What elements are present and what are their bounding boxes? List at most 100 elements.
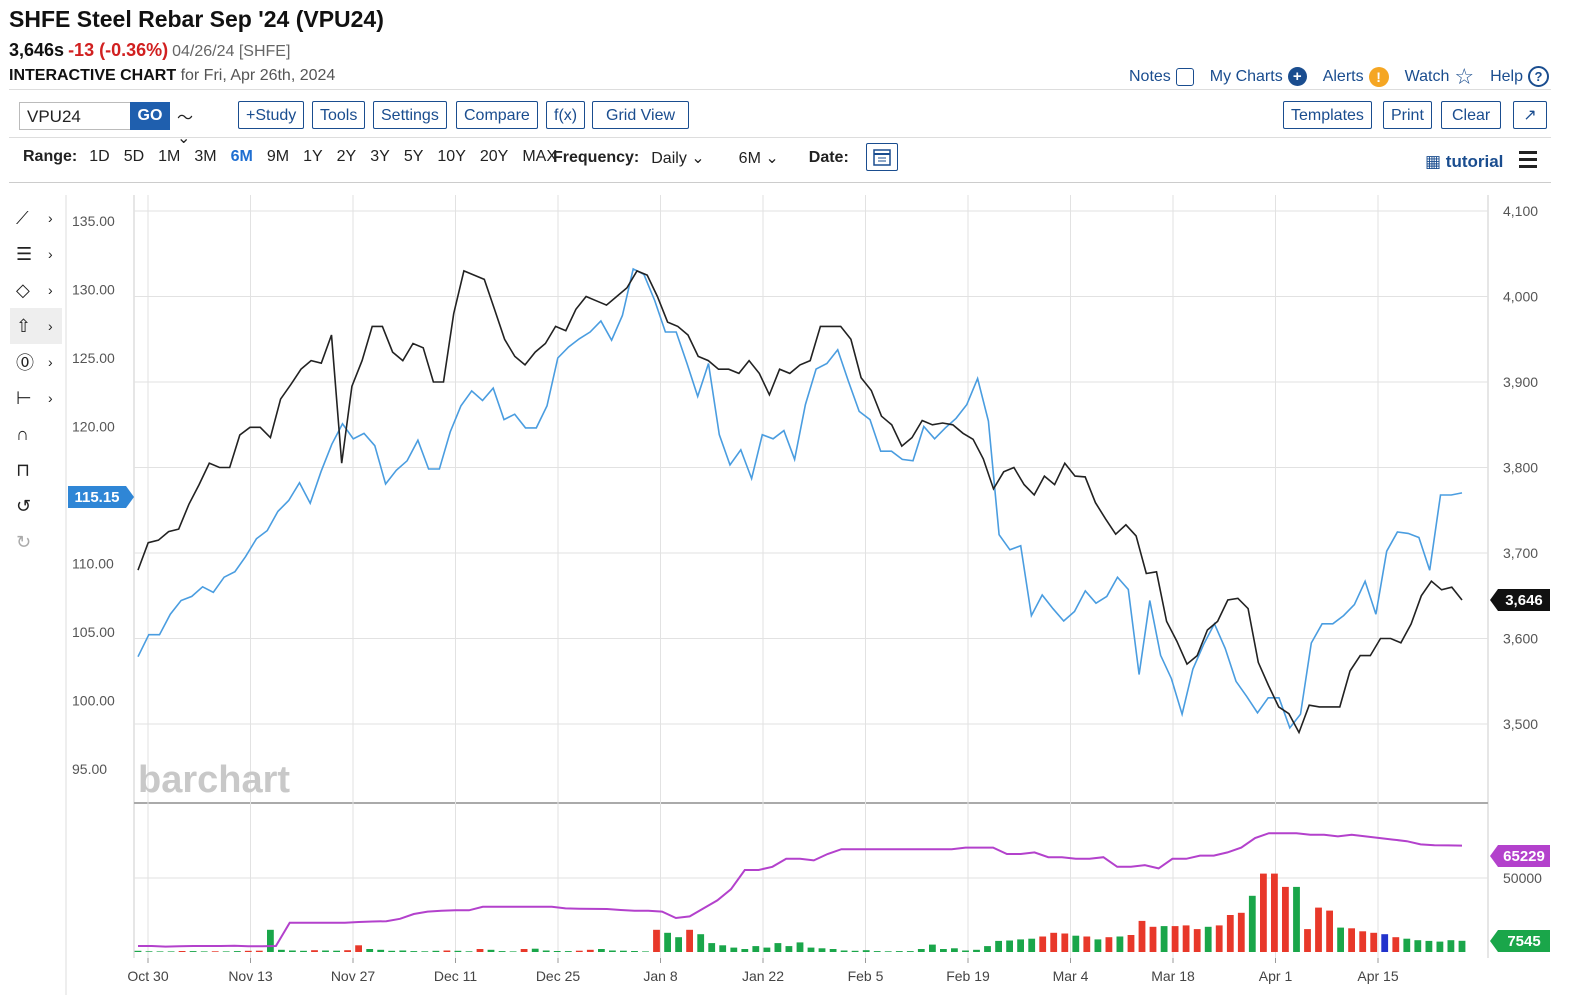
chart-for-date: for Fri, Apr 26th, 2024 (180, 67, 336, 84)
volume-bar (984, 946, 991, 952)
volume-bar (1447, 940, 1455, 952)
watch-link[interactable]: Watch ☆ (1405, 65, 1474, 87)
volume-bar (862, 950, 870, 952)
volume-bar (1348, 928, 1355, 952)
volume-bar (818, 948, 826, 952)
volume-bar (1138, 920, 1146, 952)
divider (9, 182, 1551, 183)
x-tick-label: Feb 19 (946, 968, 990, 984)
volume-bar (752, 946, 760, 952)
period-value: 6M (738, 150, 761, 167)
range-option-active[interactable]: 6M (230, 148, 253, 165)
compare-series-line (137, 267, 1463, 730)
settings-button[interactable]: Settings (373, 101, 447, 129)
volume-bar (708, 943, 716, 952)
date-label: Date: (808, 149, 849, 166)
volume-bar (895, 951, 903, 952)
tools-button[interactable]: Tools (312, 101, 366, 129)
volume-bar (807, 947, 815, 952)
range-option[interactable]: 10Y (437, 148, 466, 165)
lock-tool[interactable]: ⊓ (10, 452, 62, 488)
volume-bar (1414, 940, 1422, 952)
undo-tool[interactable]: ↺ (10, 488, 62, 524)
volume-bar (388, 950, 396, 952)
alerts-link[interactable]: Alerts! (1322, 66, 1389, 87)
print-button[interactable]: Print (1383, 101, 1432, 129)
shapes-tool[interactable]: ◇ › (10, 272, 62, 308)
volume-bar (719, 945, 727, 952)
range-option[interactable]: 1D (89, 148, 110, 165)
x-tick-label: Mar 18 (1151, 968, 1195, 984)
volume-bar (211, 951, 219, 952)
grid-view-button[interactable]: Grid View (592, 101, 690, 129)
measure-tool[interactable]: ⊢ › (10, 380, 62, 416)
volume-bar (1458, 940, 1466, 952)
x-tick-label: Apr 15 (1357, 968, 1398, 984)
my-charts-label: My Charts (1209, 67, 1283, 85)
redo-tool[interactable]: ↻ (10, 524, 62, 560)
range-option[interactable]: 2Y (336, 148, 357, 165)
volume-bar (620, 950, 627, 952)
volume-bar (575, 950, 583, 952)
chevron-down-icon: ⌄ (177, 130, 191, 147)
trendline-tool[interactable]: ⟋ › (10, 200, 62, 236)
volume-bar (851, 950, 859, 952)
templates-button[interactable]: Templates (1283, 101, 1372, 129)
go-button[interactable]: GO (130, 102, 170, 130)
fx-button[interactable]: f(x) (546, 101, 586, 129)
fibonacci-icon: ☰ (16, 243, 33, 264)
range-bar: Range: 1D 5D 1M 3M 6M 9M 1Y 2Y 3Y 5Y 10Y… (23, 148, 571, 166)
divider (9, 89, 1551, 90)
volume-bar (664, 932, 671, 952)
chevron-right-icon: › (48, 210, 53, 226)
range-option[interactable]: 3M (194, 148, 217, 165)
range-option[interactable]: 3Y (370, 148, 390, 165)
period-select[interactable]: 6M ⌄ (739, 148, 779, 168)
alerts-label: Alerts (1322, 67, 1364, 85)
compare-button[interactable]: Compare (456, 101, 538, 129)
fibonacci-tool[interactable]: ☰ › (10, 236, 62, 272)
volume-bar (1359, 931, 1367, 952)
undo-icon: ↺ (16, 495, 32, 516)
volume-bar (366, 949, 374, 952)
menu-button[interactable] (1519, 151, 1537, 172)
trendline-icon: ⟋ (16, 207, 29, 228)
magnet-tool[interactable]: ∩ (10, 416, 62, 452)
volume-bar (730, 947, 738, 952)
help-link[interactable]: Help? (1490, 66, 1549, 87)
volume-bar (1171, 926, 1179, 952)
right-axis-label: 3,800 (1503, 460, 1538, 476)
arrow-tool[interactable]: ⇧ › (10, 308, 62, 344)
volume-bar (995, 940, 1002, 952)
range-option[interactable]: 9M (266, 148, 290, 165)
study-button[interactable]: +Study (238, 101, 305, 129)
range-option[interactable]: 20Y (479, 148, 509, 165)
frequency-select[interactable]: Daily ⌄ (651, 148, 704, 168)
range-option[interactable]: 5Y (403, 148, 424, 165)
volume-bar (355, 945, 362, 952)
range-option[interactable]: MAX (522, 148, 557, 165)
symbol-input[interactable]: VPU24 (19, 102, 131, 130)
notes-link[interactable]: Notes (1129, 67, 1194, 86)
volume-bar (1050, 932, 1058, 952)
tutorial-link[interactable]: ▦ tutorial (1425, 152, 1503, 172)
volume-bar (410, 951, 418, 952)
right-axis-label: 4,100 (1503, 203, 1538, 219)
volume-bar (432, 950, 440, 952)
my-charts-link[interactable]: My Charts + (1210, 67, 1307, 86)
calendar-button[interactable] (866, 143, 898, 171)
volume-bar (609, 950, 616, 952)
volume-bar (233, 951, 241, 952)
volume-bar (1127, 935, 1135, 952)
expand-icon: ↗ (1523, 107, 1537, 124)
quote-date: 04/26/24 [SHFE] (172, 43, 291, 60)
chart-type-dropdown[interactable]: 〜 ⌄ (177, 104, 193, 148)
volume-bar (884, 951, 892, 952)
range-option[interactable]: 1Y (303, 148, 323, 165)
clear-button[interactable]: Clear (1441, 101, 1502, 129)
marker-tool[interactable]: ⓪ › (10, 344, 62, 380)
range-option[interactable]: 5D (123, 148, 145, 165)
range-option[interactable]: 1M (158, 148, 181, 165)
fullscreen-button[interactable]: ↗ (1513, 101, 1547, 129)
volume-bar (311, 950, 318, 952)
